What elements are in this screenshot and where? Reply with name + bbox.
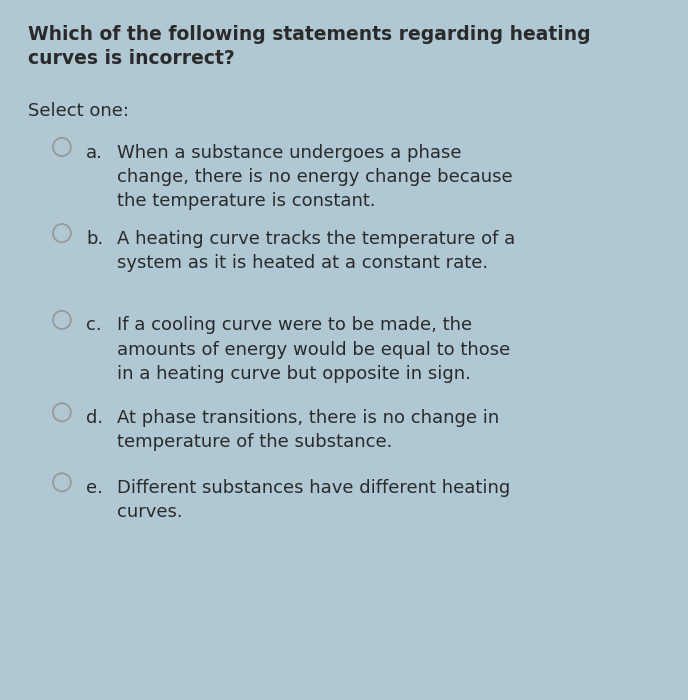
Text: Select one:: Select one: [28, 102, 129, 120]
Text: b.: b. [86, 230, 103, 248]
Text: c.: c. [86, 316, 102, 335]
Text: e.: e. [86, 479, 103, 497]
Text: If a cooling curve were to be made, the
amounts of energy would be equal to thos: If a cooling curve were to be made, the … [117, 316, 510, 383]
Text: a.: a. [86, 144, 103, 162]
Text: At phase transitions, there is no change in
temperature of the substance.: At phase transitions, there is no change… [117, 409, 499, 451]
Text: d.: d. [86, 409, 103, 427]
Text: Which of the following statements regarding heating
curves is incorrect?: Which of the following statements regard… [28, 25, 590, 69]
Text: Different substances have different heating
curves.: Different substances have different heat… [117, 479, 510, 521]
Text: A heating curve tracks the temperature of a
system as it is heated at a constant: A heating curve tracks the temperature o… [117, 230, 515, 272]
Text: When a substance undergoes a phase
change, there is no energy change because
the: When a substance undergoes a phase chang… [117, 144, 513, 210]
